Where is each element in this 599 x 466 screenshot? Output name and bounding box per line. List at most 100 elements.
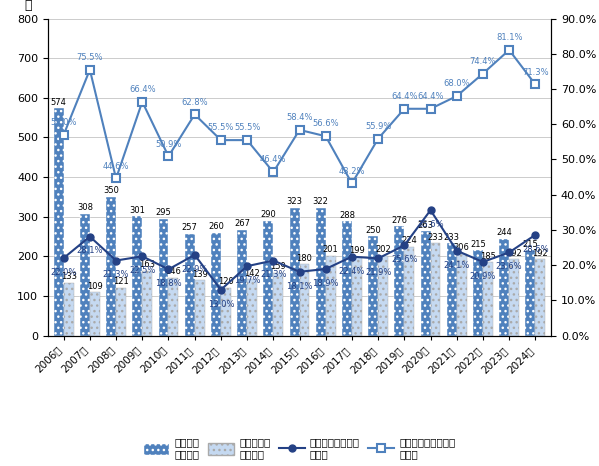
診断士・対受験者
合格率 [453, 248, 461, 254]
診断士補・対受験者
合格率 [532, 82, 539, 87]
Text: 323: 323 [286, 197, 302, 206]
Text: 201: 201 [323, 245, 338, 254]
Text: 192: 192 [506, 249, 522, 258]
診断士・対受験者
合格率 [322, 266, 329, 272]
Text: 21.3%: 21.3% [260, 270, 286, 280]
診断士・対受験者
合格率 [86, 234, 93, 240]
Text: 64.4%: 64.4% [391, 92, 418, 101]
Text: 71.3%: 71.3% [522, 68, 549, 77]
診断士・対受験者
合格率 [243, 263, 250, 269]
Text: 574: 574 [51, 97, 66, 107]
Text: 18.8%: 18.8% [155, 279, 181, 288]
診断士・対受験者
合格率 [270, 258, 277, 263]
診断士補・対受験者
合格率 [243, 137, 250, 143]
Text: 55.5%: 55.5% [208, 123, 234, 132]
診断士補・対受験者
合格率 [479, 71, 486, 76]
Bar [499, 239, 509, 336]
診断士・対受験者
合格率 [532, 232, 539, 238]
Bar [132, 216, 143, 336]
診断士補・対受験者
合格率 [506, 47, 513, 53]
Bar [211, 233, 221, 336]
Bar [404, 247, 415, 336]
Text: 22.9%: 22.9% [181, 265, 208, 274]
Text: 56.6%: 56.6% [313, 119, 339, 129]
Text: 295: 295 [156, 208, 171, 217]
Text: 215: 215 [522, 240, 539, 249]
Text: 163: 163 [139, 260, 155, 269]
Text: 58.4%: 58.4% [286, 113, 313, 122]
Bar [457, 254, 467, 336]
Text: 25.6%: 25.6% [391, 255, 418, 264]
Text: 257: 257 [181, 223, 198, 232]
診断士補・対受験者
合格率 [374, 136, 382, 142]
診断士補・対受験者
合格率 [322, 133, 329, 139]
Bar [106, 197, 116, 336]
Text: 308: 308 [77, 203, 93, 212]
Text: 215: 215 [470, 240, 486, 249]
Text: 35.6%: 35.6% [418, 220, 444, 229]
Bar [483, 262, 493, 336]
Bar [221, 288, 231, 336]
Bar [54, 108, 63, 336]
Text: 57.0%: 57.0% [50, 118, 77, 127]
Line: 診断士・対受験者
合格率: 診断士・対受験者 合格率 [60, 207, 539, 293]
診断士補・対受験者
合格率 [427, 106, 434, 111]
Text: 55.9%: 55.9% [365, 122, 391, 131]
Bar [326, 256, 335, 336]
Bar [168, 278, 179, 336]
Text: 44.6%: 44.6% [103, 162, 129, 171]
診断士補・対受験者
合格率 [60, 132, 67, 137]
診断士補・対受験者
合格率 [217, 137, 225, 143]
Text: 68.0%: 68.0% [443, 79, 470, 89]
Text: 28.6%: 28.6% [522, 245, 549, 254]
Text: 109: 109 [87, 282, 102, 291]
診断士・対受験者
合格率 [138, 254, 146, 259]
Text: 180: 180 [297, 254, 313, 263]
Text: 18.1%: 18.1% [286, 281, 313, 291]
Text: 120: 120 [218, 277, 234, 287]
Bar [90, 292, 100, 336]
Bar [394, 226, 404, 336]
Text: 22.0%: 22.0% [50, 268, 77, 277]
診断士・対受験者
合格率 [191, 252, 198, 258]
Text: 66.4%: 66.4% [129, 85, 156, 94]
診断士補・対受験者
合格率 [296, 127, 303, 133]
Text: 75.5%: 75.5% [77, 53, 103, 62]
Text: 21.3%: 21.3% [103, 270, 129, 280]
Text: 276: 276 [391, 216, 407, 225]
Bar [536, 260, 545, 336]
Text: 62.8%: 62.8% [181, 98, 208, 107]
Text: 224: 224 [401, 236, 417, 245]
診断士補・対受験者
合格率 [86, 67, 93, 73]
Text: 199: 199 [349, 246, 365, 255]
Text: 28.1%: 28.1% [77, 247, 103, 255]
Text: 133: 133 [60, 272, 77, 281]
診断士・対受験者
合格率 [296, 269, 303, 274]
Bar [116, 288, 126, 336]
Bar [352, 257, 362, 336]
診断士・対受験者
合格率 [401, 243, 408, 248]
Text: 21.9%: 21.9% [365, 268, 391, 277]
診断士・対受験者
合格率 [427, 207, 434, 213]
診断士・対受験者
合格率 [479, 259, 486, 265]
Text: 233: 233 [444, 233, 460, 242]
Bar [473, 250, 483, 336]
Text: 22.5%: 22.5% [129, 266, 156, 275]
Text: 142: 142 [244, 269, 260, 278]
Bar [159, 219, 168, 336]
Text: 185: 185 [480, 252, 496, 260]
診断士補・対受験者
合格率 [401, 106, 408, 111]
Text: 19.7%: 19.7% [234, 276, 261, 285]
Text: 64.4%: 64.4% [418, 92, 444, 101]
Bar [525, 250, 536, 336]
Text: 267: 267 [234, 219, 250, 228]
Legend: 診断士・
申込人数, 診断士補・
申込人数, 診断士・対受験者
合格率, 診断士補・対受験者
合格率: 診断士・ 申込人数, 診断士補・ 申込人数, 診断士・対受験者 合格率, 診断士… [139, 433, 460, 463]
診断士補・対受験者
合格率 [113, 176, 120, 181]
診断士・対受験者
合格率 [60, 255, 67, 261]
Text: 301: 301 [129, 206, 145, 215]
Text: 20.9%: 20.9% [470, 272, 496, 281]
診断士補・対受験者
合格率 [453, 93, 461, 99]
Text: 23.6%: 23.6% [496, 262, 522, 271]
Text: 159: 159 [270, 262, 286, 271]
Text: 74.4%: 74.4% [470, 57, 496, 66]
